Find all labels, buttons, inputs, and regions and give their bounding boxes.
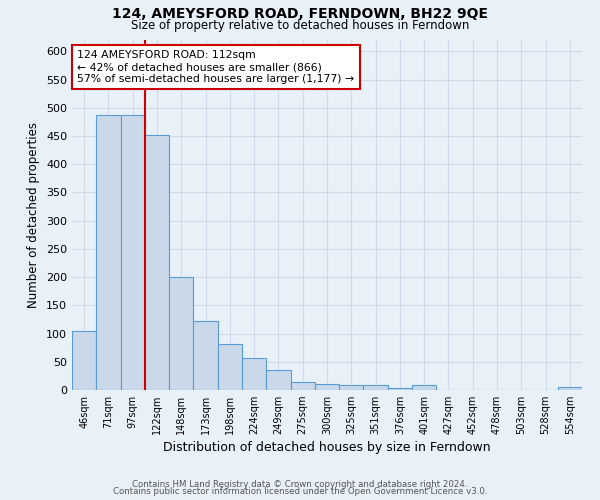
Bar (193, 321, 218, 390)
Bar (412, 386, 436, 390)
Text: Contains public sector information licensed under the Open Government Licence v3: Contains public sector information licen… (113, 488, 487, 496)
Text: Size of property relative to detached houses in Ferndown: Size of property relative to detached ho… (131, 18, 469, 32)
Text: 124 AMEYSFORD ROAD: 112sqm
← 42% of detached houses are smaller (866)
57% of sem: 124 AMEYSFORD ROAD: 112sqm ← 42% of deta… (77, 50, 354, 84)
Y-axis label: Number of detached properties: Number of detached properties (28, 122, 40, 308)
Bar (315, 384, 339, 390)
Bar (121, 115, 145, 390)
Bar (339, 386, 364, 390)
Bar (72, 330, 96, 390)
Bar (388, 388, 412, 390)
Bar (364, 386, 388, 390)
Bar (145, 136, 169, 390)
X-axis label: Distribution of detached houses by size in Ferndown: Distribution of detached houses by size … (163, 442, 491, 454)
Text: Contains HM Land Registry data © Crown copyright and database right 2024.: Contains HM Land Registry data © Crown c… (132, 480, 468, 489)
Bar (218, 344, 242, 390)
Bar (169, 277, 193, 390)
Bar (290, 382, 315, 390)
Bar (96, 115, 121, 390)
Bar (242, 358, 266, 390)
Text: 124, AMEYSFORD ROAD, FERNDOWN, BH22 9QE: 124, AMEYSFORD ROAD, FERNDOWN, BH22 9QE (112, 8, 488, 22)
Bar (558, 387, 582, 390)
Bar (266, 370, 290, 390)
